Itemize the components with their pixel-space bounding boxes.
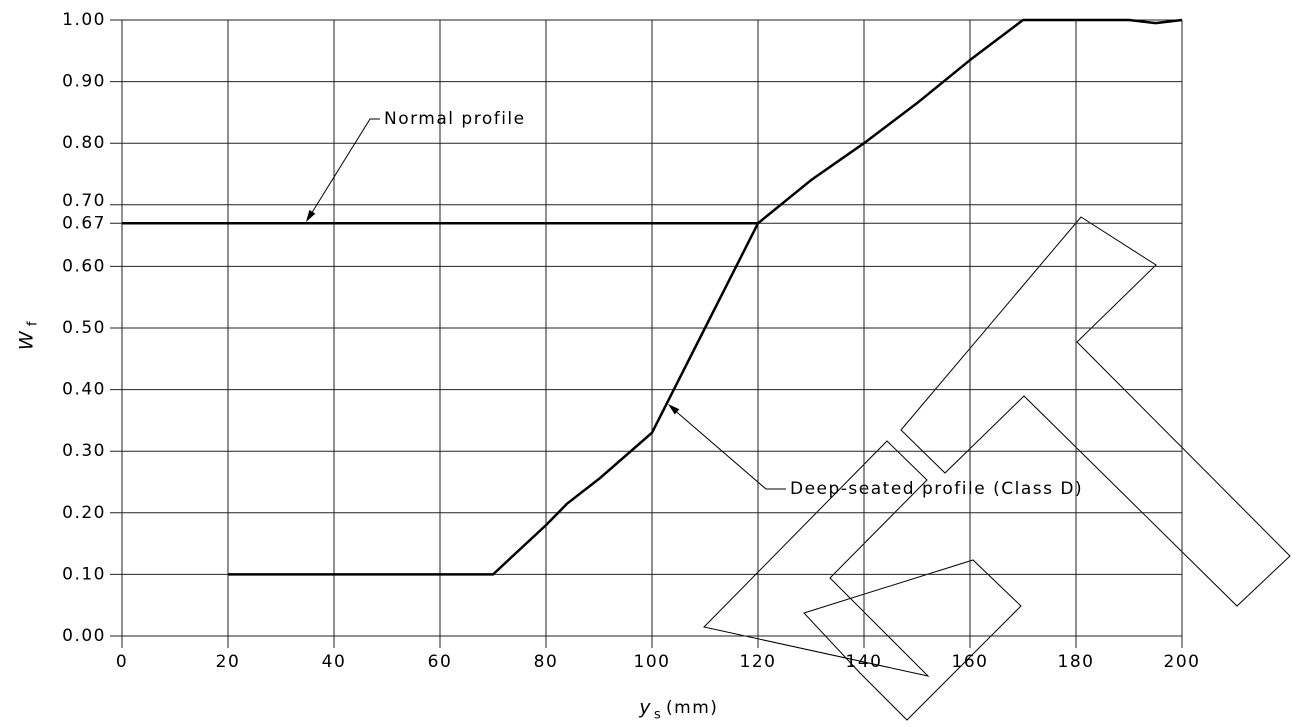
annotation-arrowhead — [306, 209, 316, 222]
x-tick-label: 140 — [846, 652, 883, 672]
y-tick-label: 0.50 — [62, 318, 106, 338]
x-tick-label: 20 — [216, 652, 241, 672]
x-tick-label: 180 — [1058, 652, 1095, 672]
annotation-leader — [671, 407, 786, 490]
x-tick-label: 80 — [534, 652, 559, 672]
y-tick-label: 0.90 — [62, 72, 106, 92]
x-tick-label: 160 — [952, 652, 989, 672]
x-tick-label: 60 — [428, 652, 453, 672]
y-tick-label: 0.70 — [62, 191, 106, 211]
annotation-label: Deep-seated profile (Class D) — [790, 479, 1083, 499]
annotation-arrowhead — [668, 404, 680, 415]
x-axis-unit: (mm) — [666, 698, 718, 718]
x-tick-label: 40 — [322, 652, 347, 672]
y-tick-label: 0.80 — [62, 133, 106, 153]
y-axis-label-group: W f — [16, 320, 41, 350]
y-tick-label: 1.00 — [62, 10, 106, 30]
y-tick-label: 0.40 — [62, 380, 106, 400]
x-axis-label: y — [638, 697, 652, 719]
x-axis-label-sub: s — [654, 708, 662, 723]
annotation-label: Normal profile — [384, 109, 526, 129]
annotation-leader — [307, 118, 380, 220]
x-tick-label: 200 — [1164, 652, 1201, 672]
series-line — [228, 18, 1183, 576]
y-tick-label: 0.60 — [62, 256, 106, 276]
y-tick-label: 0.10 — [62, 564, 106, 584]
y-tick-label: 0.00 — [62, 626, 106, 646]
y-tick-label: 0.30 — [62, 441, 106, 461]
y-axis-label-sub: f — [26, 320, 41, 326]
x-tick-label: 0 — [116, 652, 128, 672]
x-tick-label: 100 — [634, 652, 671, 672]
y-axis-label: W — [16, 330, 38, 350]
y-tick-label: 0.20 — [62, 503, 106, 523]
y-tick-label: 0.67 — [62, 213, 106, 233]
x-tick-label: 120 — [740, 652, 777, 672]
decoration — [703, 216, 1291, 721]
